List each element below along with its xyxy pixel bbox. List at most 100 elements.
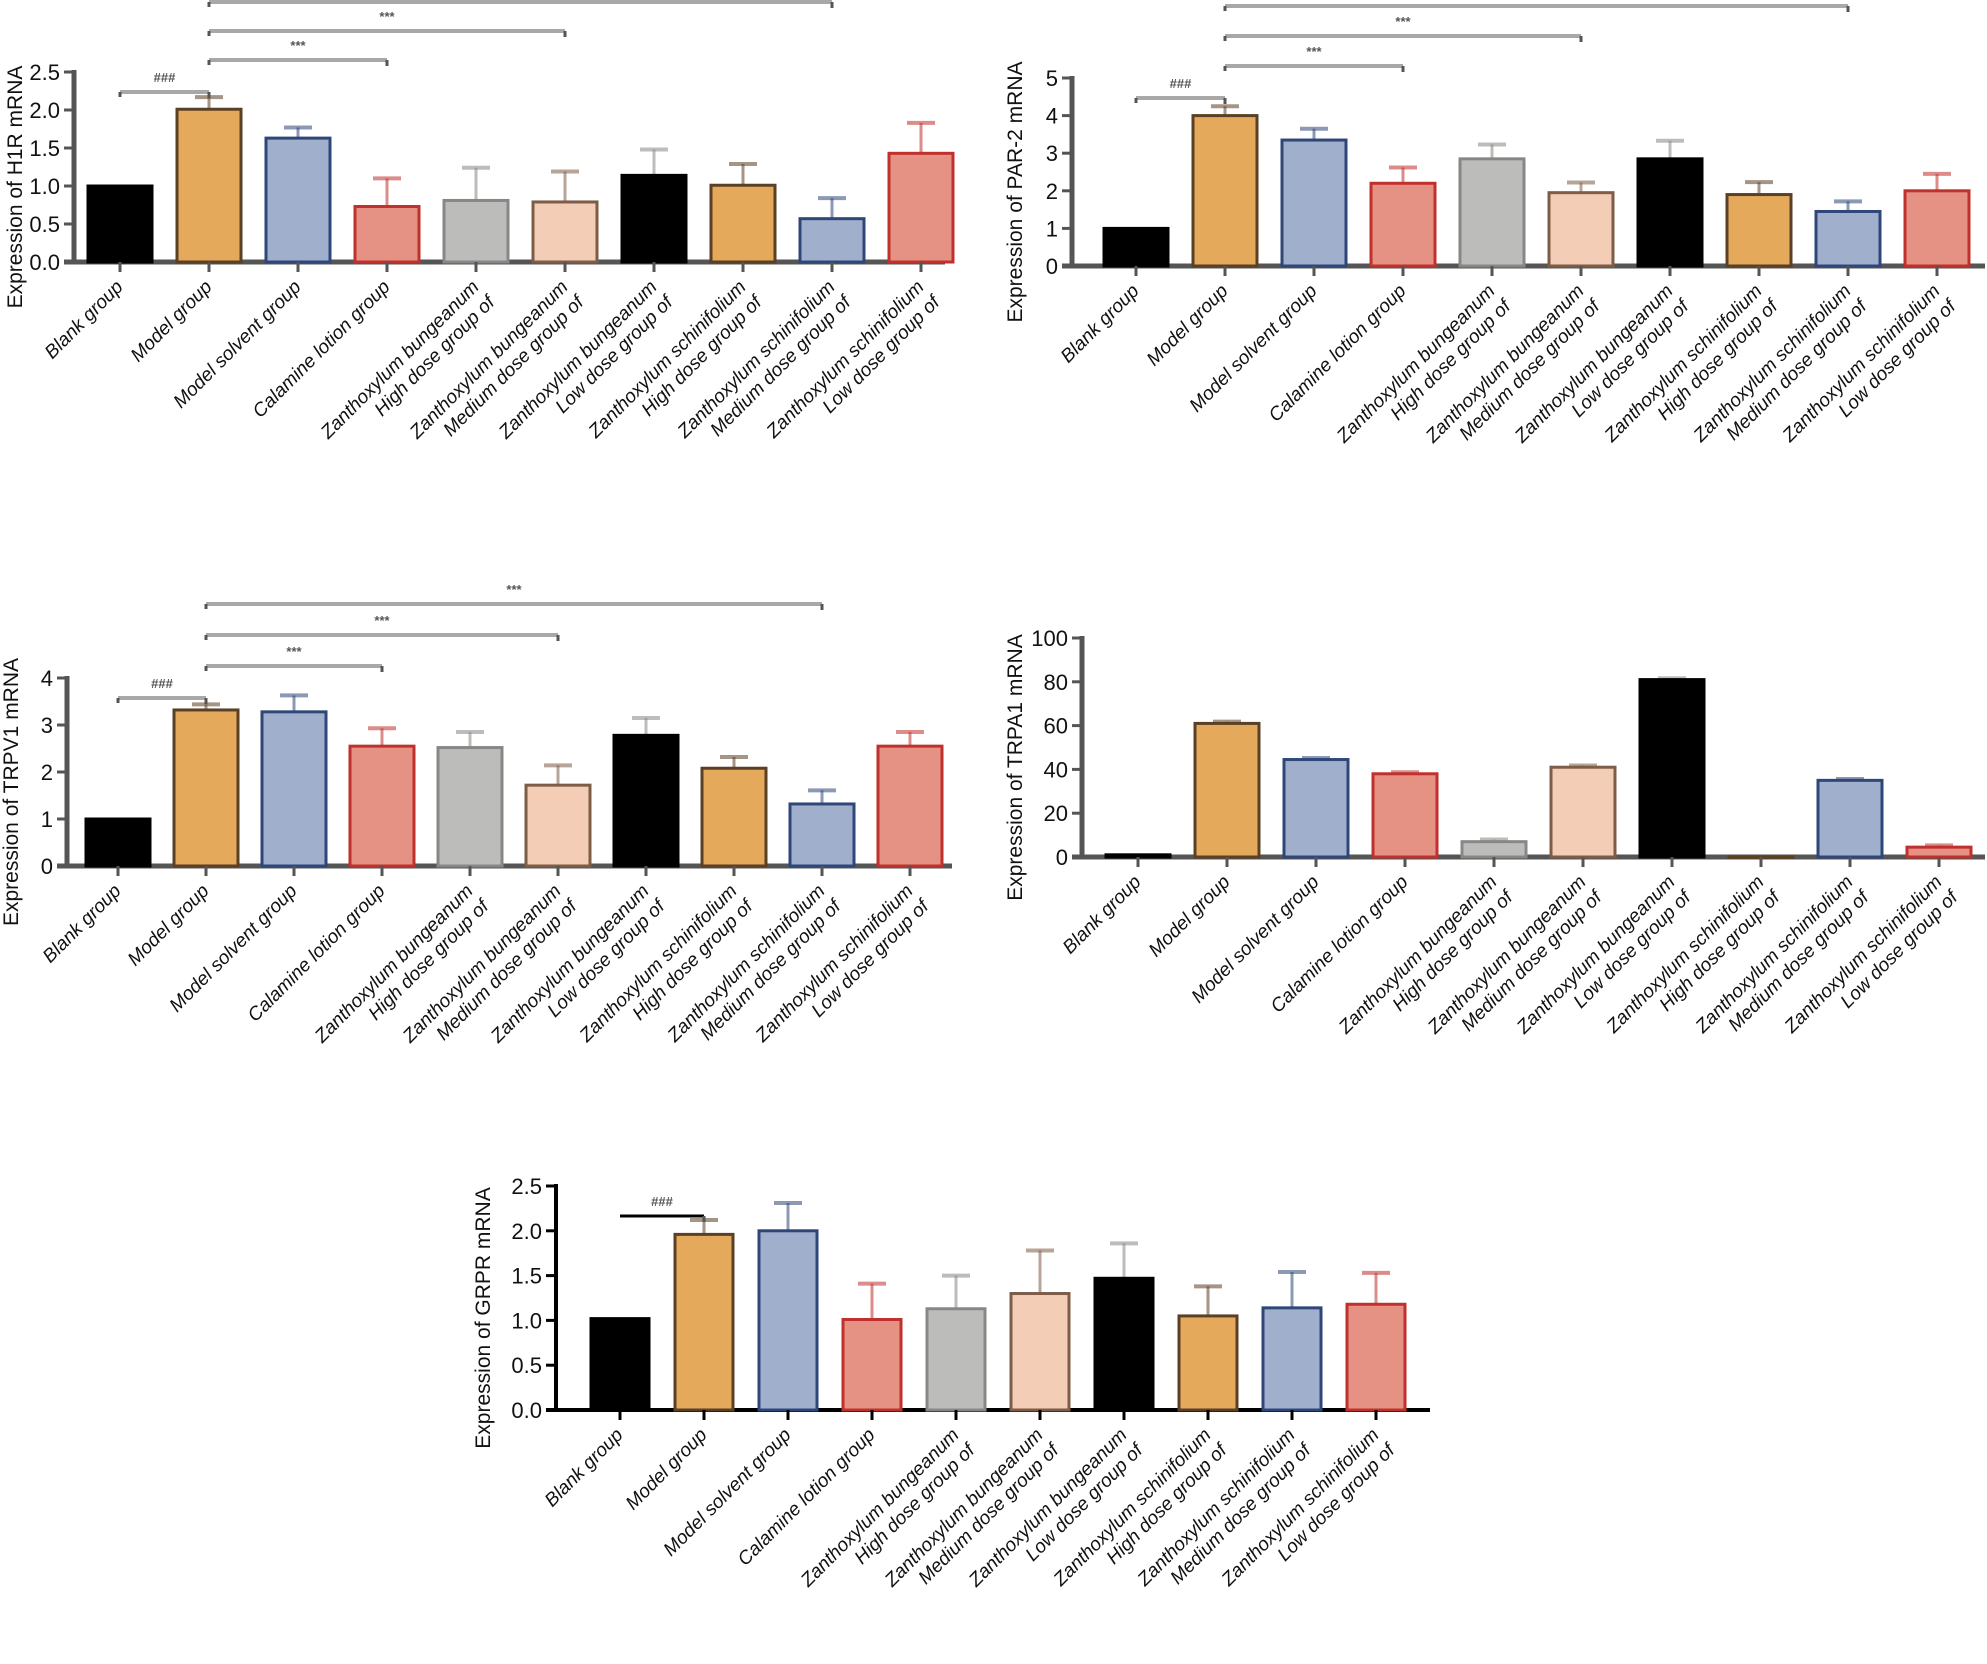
bar xyxy=(1104,853,1172,859)
y-axis-title: Expression of TRPA1 mRNA xyxy=(1004,634,1027,900)
y-tick-label: 2 xyxy=(41,760,53,785)
x-tick-label: Model group xyxy=(127,277,217,367)
y-tick-label: 2.5 xyxy=(511,1174,542,1199)
y-axis-title: Expression of PAR-2 mRNA xyxy=(1004,61,1027,322)
bar xyxy=(1814,209,1882,268)
y-tick-label: 60 xyxy=(1044,714,1068,739)
significance-label: *** xyxy=(1306,44,1322,59)
x-tick-label: Blank group xyxy=(1059,872,1146,959)
bar xyxy=(673,1232,735,1412)
chart-par2: 0 1 2 3 4 5 Expression of PAR-2 mRNA Blank grou… xyxy=(1004,4,1985,448)
bar xyxy=(1261,1306,1323,1412)
bar xyxy=(1816,778,1884,859)
bar xyxy=(172,708,240,868)
y-tick-label: 2 xyxy=(1046,179,1058,204)
chart-trpv1: 0 1 2 3 4 Expression of TRPV1 mRNA Blank group… xyxy=(0,582,952,1048)
y-tick-label: 0.0 xyxy=(511,1398,542,1423)
y-axis-title: Expression of GRPR mRNA xyxy=(472,1187,495,1448)
y-tick-label: 3 xyxy=(1046,141,1058,166)
bar xyxy=(1102,226,1170,268)
y-tick-label: 80 xyxy=(1044,670,1068,695)
bar xyxy=(353,205,421,264)
y-tick-label: 100 xyxy=(1031,626,1068,651)
y-tick-label: 4 xyxy=(1046,104,1058,129)
y-tick-label: 2.5 xyxy=(29,60,60,85)
significance-label: *** xyxy=(1395,14,1411,29)
significance-label: ### xyxy=(651,1194,673,1209)
x-tick-label-line: Model group xyxy=(1145,872,1235,962)
x-tick-label-line: Model group xyxy=(124,881,214,971)
bar xyxy=(841,1318,903,1412)
significance-label: ### xyxy=(154,70,176,85)
bar xyxy=(798,217,866,264)
x-tick-label-line: Model group xyxy=(622,1425,712,1515)
bar xyxy=(612,733,680,868)
y-tick-label: 1.0 xyxy=(29,174,60,199)
chart-grpr: 0.0 0.5 1.0 1.5 2.0 2.5 Expression of GRPR mRN… xyxy=(472,1174,1430,1592)
bar xyxy=(1636,157,1704,268)
significance-label: *** xyxy=(379,9,395,24)
bar xyxy=(1345,1302,1407,1412)
bar xyxy=(1280,138,1348,268)
bar xyxy=(1460,840,1528,859)
bar xyxy=(264,136,332,264)
y-tick-label: 1.5 xyxy=(511,1264,542,1289)
y-tick-label: 1 xyxy=(1046,216,1058,241)
significance-label: *** xyxy=(506,582,522,597)
y-tick-label: 1.5 xyxy=(29,136,60,161)
bar xyxy=(436,746,504,868)
y-tick-label: 0.5 xyxy=(511,1353,542,1378)
bar xyxy=(1282,758,1350,859)
y-tick-label: 40 xyxy=(1044,757,1068,782)
bar xyxy=(1725,193,1793,268)
significance-label: ### xyxy=(151,676,173,691)
bar xyxy=(1193,721,1261,859)
bar xyxy=(1009,1292,1071,1412)
bar xyxy=(1547,191,1615,268)
bar xyxy=(1191,114,1259,268)
bar xyxy=(788,802,856,868)
significance-label: *** xyxy=(374,613,390,628)
y-axis-title: Expression of TRPV1 mRNA xyxy=(0,658,23,926)
x-tick-label: Blank group xyxy=(41,277,128,364)
x-tick-label: Model group xyxy=(1143,281,1233,371)
x-tick-label: Model group xyxy=(622,1425,712,1515)
bar xyxy=(175,107,243,264)
x-tick-label: Blank group xyxy=(541,1425,628,1512)
bar xyxy=(1177,1314,1239,1412)
y-tick-label: 0.0 xyxy=(29,250,60,275)
bar xyxy=(531,200,599,264)
y-tick-label: 20 xyxy=(1044,801,1068,826)
bar xyxy=(442,198,510,264)
y-tick-label: 4 xyxy=(41,666,53,691)
bar xyxy=(1903,189,1971,268)
y-tick-label: 5 xyxy=(1046,66,1058,91)
x-tick-label-line: Blank group xyxy=(41,277,128,364)
y-tick-label: 2.0 xyxy=(29,98,60,123)
bar xyxy=(1458,157,1526,268)
y-tick-label: 2.0 xyxy=(511,1219,542,1244)
significance-label: *** xyxy=(290,38,306,53)
bar xyxy=(709,183,777,264)
y-tick-label: 1.0 xyxy=(511,1308,542,1333)
y-tick-label: 0 xyxy=(1056,845,1068,870)
x-tick-label-line: Blank group xyxy=(541,1425,628,1512)
bar xyxy=(700,766,768,868)
y-tick-label: 0 xyxy=(41,854,53,879)
significance-label: *** xyxy=(286,644,302,659)
x-tick-label: Model group xyxy=(124,881,214,971)
bar xyxy=(84,817,152,868)
bar xyxy=(887,151,955,264)
x-tick-label-line: Blank group xyxy=(1057,281,1144,368)
bar xyxy=(260,710,328,868)
y-tick-label: 1 xyxy=(41,807,53,832)
x-tick-label-line: Model group xyxy=(1143,281,1233,371)
x-tick-label: Model group xyxy=(1145,872,1235,962)
bar xyxy=(1093,1276,1155,1412)
bar xyxy=(1638,678,1706,859)
x-tick-label-line: Blank group xyxy=(39,881,126,968)
bar xyxy=(1905,845,1973,859)
y-tick-label: 0.5 xyxy=(29,212,60,237)
